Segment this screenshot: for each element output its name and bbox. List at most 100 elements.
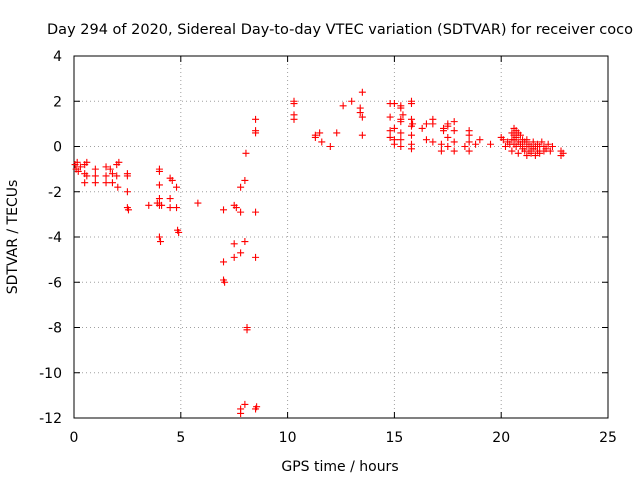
data-point [444,122,452,130]
data-point [318,138,326,146]
y-tick-label: -6 [48,275,62,291]
data-point [465,131,473,139]
data-point [538,138,546,146]
x-tick-label: 10 [279,430,297,446]
data-point [516,131,524,139]
data-point [237,208,245,216]
data-point [115,158,123,166]
data-point [252,208,260,216]
data-point [544,140,552,148]
data-point [407,115,415,123]
data-point [546,147,554,155]
data-point [168,176,176,184]
data-point [407,131,415,139]
data-point [155,167,163,175]
data-point [74,167,82,175]
data-point [386,127,394,135]
data-point [358,88,366,96]
data-point [397,136,405,144]
x-axis-label: GPS time / hours [281,459,398,475]
data-point [237,183,245,191]
grid [74,56,608,418]
data-point [542,145,550,153]
data-point [407,145,415,153]
data-point [536,149,544,157]
data-point [390,124,398,132]
data-point [157,238,165,246]
data-point [91,165,99,173]
data-point [397,143,405,150]
data-point [194,199,202,207]
data-point [102,172,110,180]
data-point [155,195,163,203]
data-point [450,147,458,155]
data-points [71,88,567,417]
data-point [529,138,537,146]
data-point [472,140,480,148]
data-point [76,163,84,171]
x-tick-label: 0 [70,430,79,446]
data-point [155,233,163,241]
data-point [390,140,398,148]
data-point [501,143,509,150]
data-point [237,409,245,417]
data-point [386,133,394,141]
data-point [527,149,535,157]
data-point [166,204,174,212]
data-point [422,136,430,144]
data-point [91,179,99,187]
data-point [145,201,153,209]
chart-title: Day 294 of 2020, Sidereal Day-to-day VTE… [47,22,633,38]
y-tick-label: -4 [48,230,62,246]
data-point [440,127,448,135]
data-point [444,133,452,141]
data-point [339,102,347,110]
data-point [437,140,445,148]
data-point [81,179,89,187]
y-tick-label: 2 [53,94,62,110]
data-point [461,143,469,150]
data-point [450,127,458,135]
data-point [106,165,114,173]
data-point [114,183,122,191]
data-point [220,258,228,266]
data-point [399,111,407,119]
data-point [512,143,520,150]
data-point [123,172,131,180]
data-point [437,147,445,155]
data-point [476,136,484,144]
data-point [123,188,131,196]
data-point [253,403,261,411]
data-point [230,240,238,248]
data-point [444,143,452,150]
data-point [358,131,366,139]
x-tick-label: 20 [492,430,510,446]
y-tick-label: -2 [48,185,62,201]
data-point [73,158,81,166]
data-point [108,170,116,178]
data-point [316,129,324,137]
data-point [221,278,229,286]
y-tick-label: -12 [39,411,62,427]
data-point [409,120,417,128]
data-point [487,140,495,148]
data-point [175,228,183,236]
plot-frame [73,55,609,419]
data-point [407,100,415,108]
data-point [450,138,458,146]
data-point [241,238,249,246]
y-tick-label: 4 [53,49,62,65]
y-tick-label: -10 [39,366,62,382]
data-point [220,206,228,214]
data-point [429,138,437,146]
data-point [155,181,163,189]
data-point [356,109,364,117]
data-point [531,152,539,160]
data-point [465,147,473,155]
data-point [465,138,473,146]
data-point [418,124,426,132]
x-tick-label: 15 [385,430,403,446]
data-point [348,97,356,105]
